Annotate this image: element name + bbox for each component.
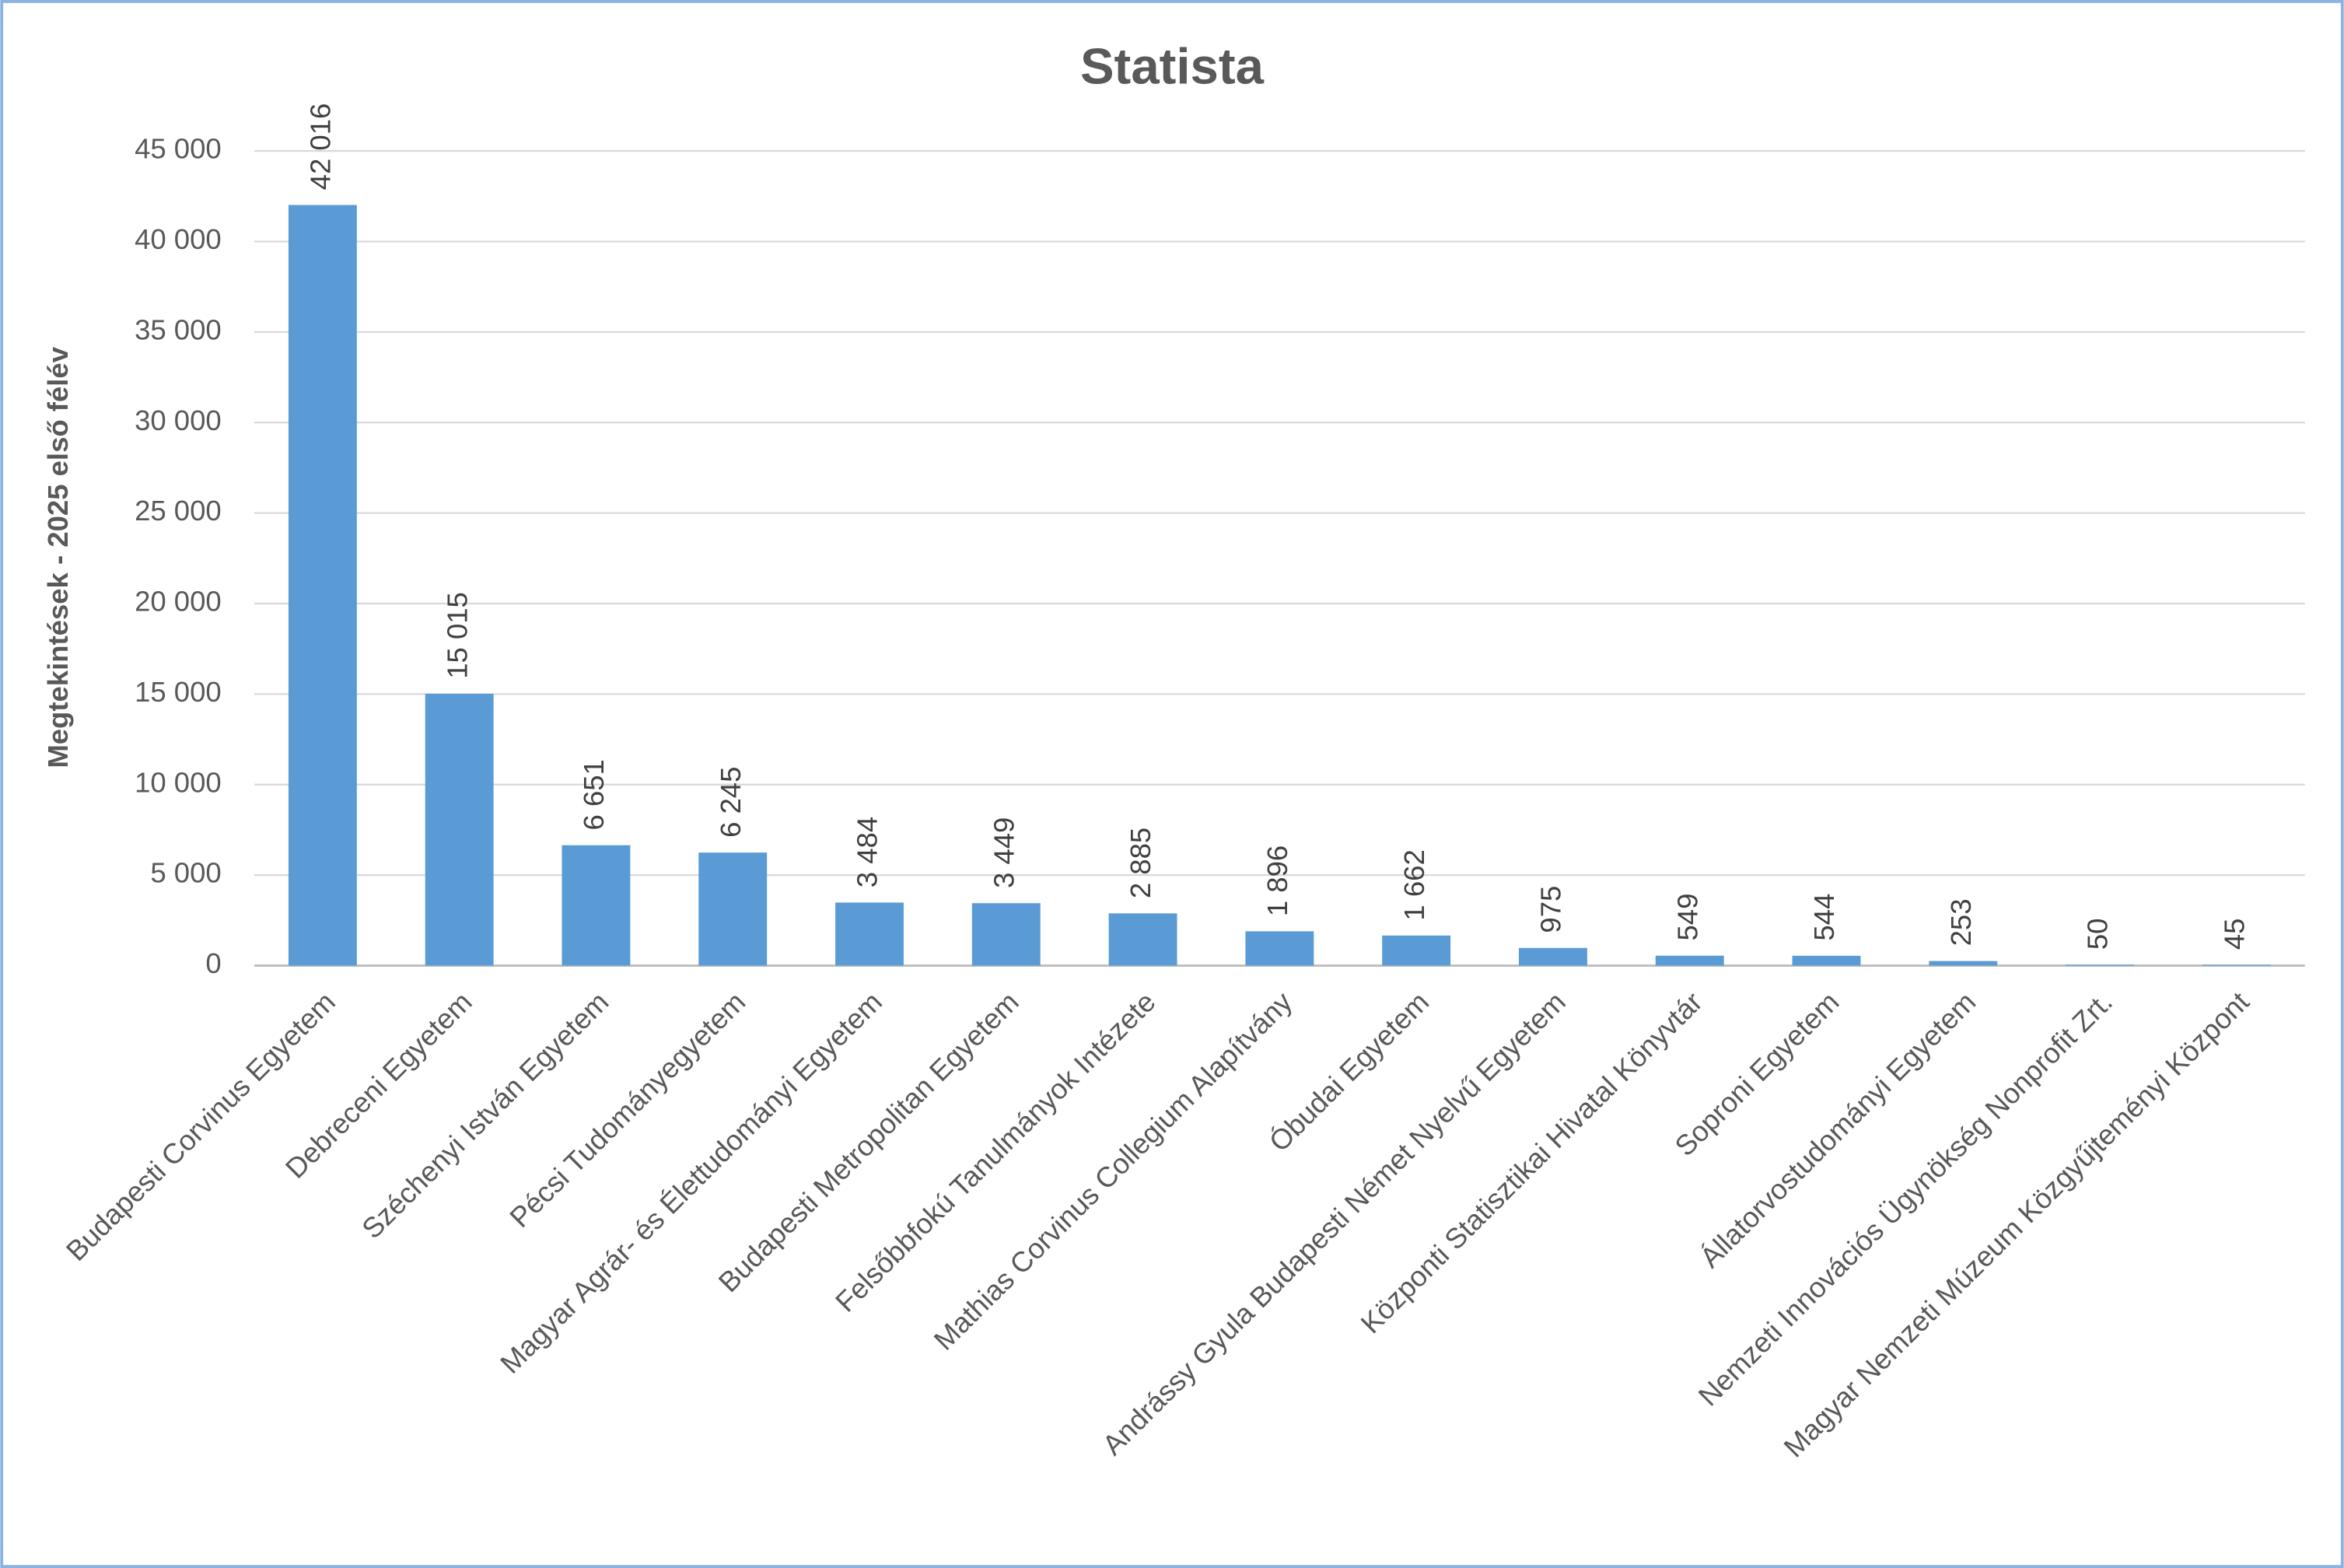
data-label: 42 016 (305, 103, 337, 191)
y-tick-label: 0 (205, 947, 221, 979)
bar (1518, 947, 1587, 966)
y-tick-label: 15 000 (135, 676, 222, 708)
y-tick-label: 5 000 (150, 857, 221, 889)
bar (1792, 955, 1861, 966)
data-label: 1 662 (1398, 849, 1430, 920)
y-tick-label: 40 000 (135, 223, 222, 255)
data-label: 253 (1945, 898, 1977, 946)
bar (1655, 955, 1724, 966)
data-label: 1 896 (1261, 845, 1293, 916)
bar (1245, 931, 1314, 966)
bar (698, 852, 768, 966)
data-label: 549 (1671, 894, 1703, 941)
data-label: 544 (1808, 894, 1840, 941)
y-tick-label: 10 000 (135, 766, 222, 798)
bar (2202, 964, 2271, 966)
bar (835, 902, 904, 966)
data-label: 45 (2218, 919, 2250, 950)
data-label: 50 (2082, 919, 2114, 950)
y-tick-label: 45 000 (135, 133, 222, 165)
bar (562, 845, 631, 966)
y-tick-label: 35 000 (135, 314, 222, 346)
bar (971, 903, 1041, 966)
data-label: 15 015 (441, 592, 473, 679)
data-label: 6 651 (578, 759, 610, 830)
data-label: 3 449 (988, 817, 1020, 888)
data-label: 975 (1535, 886, 1567, 933)
y-axis-title: Megtekintések - 2025 első félév (42, 346, 74, 768)
y-tick-label: 20 000 (135, 586, 222, 618)
y-tick-label: 25 000 (135, 495, 222, 527)
bar (288, 205, 357, 966)
y-tick-label: 30 000 (135, 404, 222, 436)
data-label: 3 484 (852, 817, 883, 887)
bar (1929, 961, 1998, 966)
bar (1108, 913, 1177, 966)
chart-title: Statista (1080, 38, 1265, 95)
bar (425, 694, 494, 966)
bar (1382, 935, 1451, 966)
bar (2066, 964, 2135, 966)
data-label: 6 245 (715, 767, 747, 838)
data-label: 2 885 (1125, 828, 1156, 898)
